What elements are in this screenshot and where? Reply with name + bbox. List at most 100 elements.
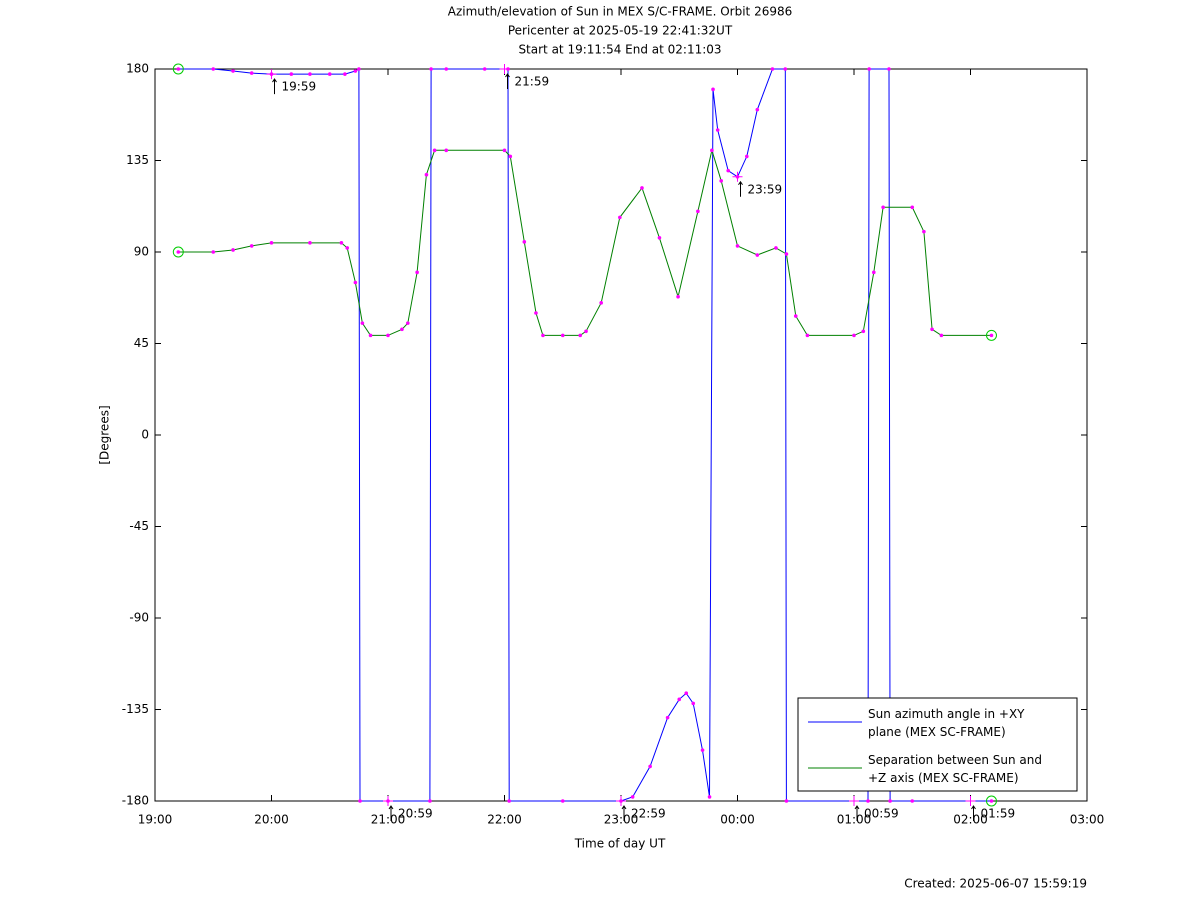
data-point	[400, 327, 404, 332]
data-point	[502, 148, 507, 153]
annotation-marker	[499, 64, 510, 74]
data-point	[805, 333, 810, 338]
x-tick-label: 02:00	[953, 813, 988, 827]
annotation-marker	[616, 796, 626, 806]
data-point	[522, 240, 527, 244]
data-point	[560, 333, 565, 338]
data-point	[888, 799, 892, 803]
annotation-marker	[965, 796, 976, 806]
endpoint-marker	[985, 329, 997, 341]
data-point	[386, 333, 390, 338]
data-point	[684, 691, 689, 696]
data-point	[755, 107, 760, 112]
data-point	[939, 333, 944, 338]
data-point	[343, 72, 347, 76]
annotation-marker	[383, 796, 393, 806]
legend-label: Sun azimuth angle in +XY plane (MEX SC-FR…	[868, 707, 1025, 739]
data-point	[707, 795, 712, 799]
chart-title: Azimuth/elevation of Sun in MEX S/C-FRAM…	[448, 5, 793, 19]
annotation-marker	[732, 171, 743, 182]
data-point	[930, 327, 934, 332]
y-tick-label: -135	[122, 702, 149, 716]
annotation-pointer	[971, 805, 976, 821]
data-point	[755, 253, 760, 257]
data-point	[710, 148, 714, 153]
x-tick-label: 22:00	[487, 813, 522, 827]
x-tick-label: 21:00	[371, 813, 406, 827]
legend-label: Separation between Sun and +Z axis (MEX S…	[868, 753, 1042, 785]
y-axis-label: [Degrees]	[98, 405, 112, 464]
x-tick-label: 03:00	[1070, 813, 1105, 827]
data-point	[415, 270, 419, 275]
y-tick-label: 180	[126, 62, 149, 76]
data-point	[989, 799, 994, 803]
data-point	[176, 67, 181, 71]
data-point	[793, 314, 798, 318]
annotation-label: 00:59	[864, 807, 899, 821]
data-point	[444, 67, 449, 71]
data-point	[249, 71, 254, 75]
annotation-label: 01:59	[981, 807, 1016, 821]
y-tick-label: 135	[126, 153, 149, 167]
data-point	[444, 148, 449, 153]
endpoint-marker	[172, 246, 184, 258]
data-point	[866, 799, 870, 803]
data-point	[677, 697, 682, 702]
annotation-label: 22:59	[631, 807, 666, 821]
data-point	[360, 321, 365, 325]
data-point	[867, 67, 871, 71]
data-point	[269, 241, 274, 245]
data-point	[910, 799, 915, 803]
annotation-pointer	[388, 805, 394, 821]
data-point	[783, 67, 788, 71]
x-tick-label: 23:00	[604, 813, 639, 827]
data-point	[676, 294, 680, 299]
data-point	[432, 148, 437, 153]
data-point	[560, 799, 565, 803]
annotation-pointer	[738, 180, 743, 197]
data-point	[784, 799, 789, 803]
data-point	[368, 333, 373, 338]
x-tick-label: 00:00	[720, 813, 755, 827]
data-point	[881, 205, 885, 210]
footer: Created: 2025-06-07 15:59:19	[904, 877, 1087, 891]
data-point	[357, 67, 361, 71]
data-point	[630, 795, 635, 799]
data-point	[308, 241, 312, 245]
data-point	[719, 179, 723, 183]
annotation-label: 21:59	[515, 75, 550, 89]
data-point	[665, 715, 670, 720]
data-point	[345, 246, 350, 250]
annotation-pointer	[505, 73, 510, 89]
data-point	[534, 311, 538, 315]
data-point	[584, 329, 588, 334]
data-point	[770, 67, 775, 71]
data-point	[424, 172, 429, 177]
annotation-label: 20:59	[398, 807, 433, 821]
data-point	[696, 209, 700, 214]
data-point	[289, 72, 294, 76]
data-point	[861, 329, 866, 334]
data-point	[989, 333, 994, 338]
data-point	[599, 301, 603, 305]
annotation-marker	[266, 69, 277, 80]
data-point	[618, 215, 622, 220]
x-tick-label: 20:00	[254, 813, 289, 827]
annotation-label: 23:59	[748, 182, 783, 196]
data-point	[249, 244, 254, 248]
annotation-marker	[849, 796, 859, 806]
data-point	[176, 250, 181, 254]
y-tick-label: 45	[134, 336, 149, 350]
data-point	[657, 235, 662, 240]
data-point	[852, 333, 856, 338]
chart-subtitle: Pericenter at 2025-05-19 22:41:32UT	[508, 24, 733, 38]
y-tick-label: -90	[129, 611, 149, 625]
data-point	[922, 229, 926, 234]
data-point	[327, 72, 332, 76]
data-point	[872, 270, 876, 275]
data-point	[700, 748, 705, 752]
data-point	[231, 248, 235, 252]
data-point	[715, 128, 720, 132]
data-point	[578, 333, 583, 338]
